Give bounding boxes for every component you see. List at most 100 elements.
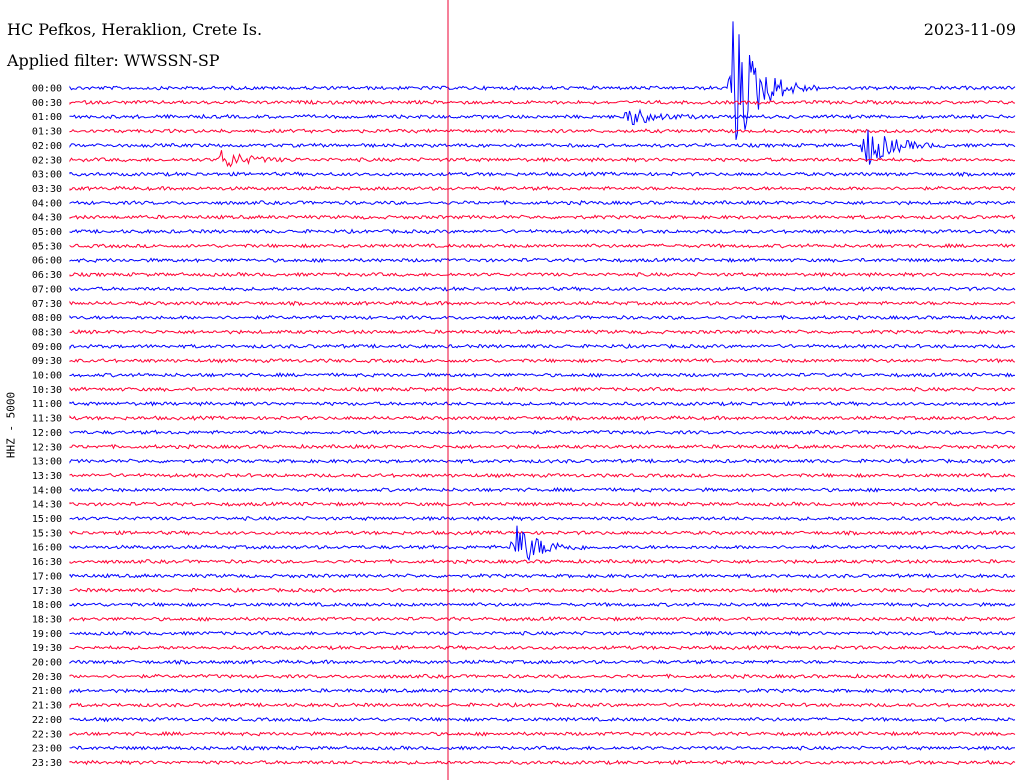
trace-0430 — [69, 214, 1016, 220]
trace-0030 — [69, 99, 1016, 106]
trace-1330 — [69, 472, 1016, 479]
trace-2130 — [69, 702, 1016, 709]
trace-label-1400: 14:00 — [32, 485, 62, 496]
trace-1200 — [69, 429, 1016, 436]
trace-0330 — [69, 185, 1016, 192]
trace-0200 — [69, 129, 1016, 165]
trace-label-0430: 04:30 — [32, 213, 62, 224]
trace-0630 — [69, 271, 1016, 278]
trace-label-0930: 09:30 — [32, 356, 62, 367]
trace-label-0030: 00:30 — [32, 98, 62, 109]
trace-1930 — [69, 644, 1016, 651]
trace-2030 — [69, 673, 1016, 680]
trace-label-1130: 11:30 — [32, 414, 62, 425]
trace-label-0100: 01:00 — [32, 112, 62, 123]
trace-label-2100: 21:00 — [32, 686, 62, 697]
trace-label-0630: 06:30 — [32, 270, 62, 281]
trace-label-1000: 10:00 — [32, 371, 62, 382]
trace-1830 — [69, 616, 1016, 622]
trace-label-1330: 13:30 — [32, 471, 62, 482]
trace-label-2200: 22:00 — [32, 715, 62, 726]
trace-2230 — [69, 730, 1016, 737]
trace-1600 — [69, 525, 1016, 562]
trace-0500 — [69, 228, 1016, 235]
trace-label-2000: 20:00 — [32, 658, 62, 669]
trace-label-1600: 16:00 — [32, 543, 62, 554]
trace-label-2030: 20:30 — [32, 672, 62, 683]
trace-1500 — [69, 515, 1016, 522]
trace-label-1930: 19:30 — [32, 643, 62, 654]
trace-label-1300: 13:00 — [32, 457, 62, 468]
trace-0000 — [69, 21, 1016, 140]
trace-label-0900: 09:00 — [32, 342, 62, 353]
trace-label-0600: 06:00 — [32, 256, 62, 267]
trace-1800 — [69, 601, 1016, 608]
trace-1700 — [69, 572, 1016, 579]
trace-1100 — [69, 400, 1016, 407]
trace-label-1630: 16:30 — [32, 557, 62, 568]
trace-2300 — [69, 745, 1016, 751]
trace-label-1030: 10:30 — [32, 385, 62, 396]
trace-0600 — [69, 257, 1016, 264]
trace-label-1200: 12:00 — [32, 428, 62, 439]
trace-label-1230: 12:30 — [32, 442, 62, 453]
trace-label-0830: 08:30 — [32, 327, 62, 338]
trace-0400 — [69, 199, 1016, 206]
trace-label-0000: 00:00 — [32, 84, 62, 95]
trace-2200 — [69, 716, 1016, 723]
trace-1530 — [69, 529, 1016, 536]
trace-0830 — [69, 328, 1015, 335]
trace-1030 — [69, 386, 1016, 393]
date-label: 2023-11-09 — [923, 20, 1016, 39]
trace-1430 — [69, 501, 1016, 507]
trace-label-1500: 15:00 — [32, 514, 62, 525]
trace-label-1700: 17:00 — [32, 571, 62, 582]
trace-1130 — [69, 415, 1016, 422]
trace-0730 — [69, 300, 1016, 307]
trace-0130 — [69, 128, 1016, 134]
trace-label-2130: 21:30 — [32, 701, 62, 712]
trace-label-0330: 03:30 — [32, 184, 62, 195]
trace-label-0200: 02:00 — [32, 141, 62, 152]
trace-0230 — [69, 150, 1016, 168]
trace-label-1800: 18:00 — [32, 600, 62, 611]
trace-label-1730: 17:30 — [32, 586, 62, 597]
trace-label-0300: 03:00 — [32, 170, 62, 181]
trace-label-0700: 07:00 — [32, 284, 62, 295]
trace-0530 — [69, 242, 1016, 249]
trace-label-2330: 23:30 — [32, 758, 62, 769]
trace-label-2300: 23:00 — [32, 744, 62, 755]
trace-label-0400: 04:00 — [32, 198, 62, 209]
trace-0700 — [69, 286, 1016, 292]
trace-label-1100: 11:00 — [32, 399, 62, 410]
trace-1900 — [69, 630, 1016, 637]
trace-0900 — [69, 343, 1016, 350]
trace-label-1530: 15:30 — [32, 528, 62, 539]
trace-0300 — [69, 171, 1016, 178]
trace-label-1900: 19:00 — [32, 629, 62, 640]
trace-2000 — [69, 659, 1016, 666]
trace-label-2230: 22:30 — [32, 729, 62, 740]
trace-1300 — [69, 458, 1016, 464]
trace-0100 — [69, 108, 1016, 126]
trace-2100 — [69, 687, 1016, 694]
trace-label-1430: 14:30 — [32, 500, 62, 511]
trace-label-0500: 05:00 — [32, 227, 62, 238]
trace-label-0800: 08:00 — [32, 313, 62, 324]
trace-label-0130: 01:30 — [32, 127, 62, 138]
station-title: HC Pefkos, Heraklion, Crete Is. — [7, 20, 263, 39]
trace-1400 — [69, 486, 1016, 493]
trace-0930 — [69, 358, 1016, 364]
trace-0800 — [69, 314, 1016, 321]
trace-label-0730: 07:30 — [32, 299, 62, 310]
trace-label-0530: 05:30 — [32, 241, 62, 252]
trace-1000 — [69, 372, 1016, 378]
trace-1230 — [69, 443, 1016, 450]
trace-1730 — [69, 587, 1016, 594]
filter-label: Applied filter: WWSSN-SP — [7, 51, 220, 70]
trace-label-0230: 02:30 — [32, 155, 62, 166]
trace-label-1830: 18:30 — [32, 614, 62, 625]
trace-2330 — [69, 759, 1016, 766]
trace-1630 — [69, 558, 1016, 565]
